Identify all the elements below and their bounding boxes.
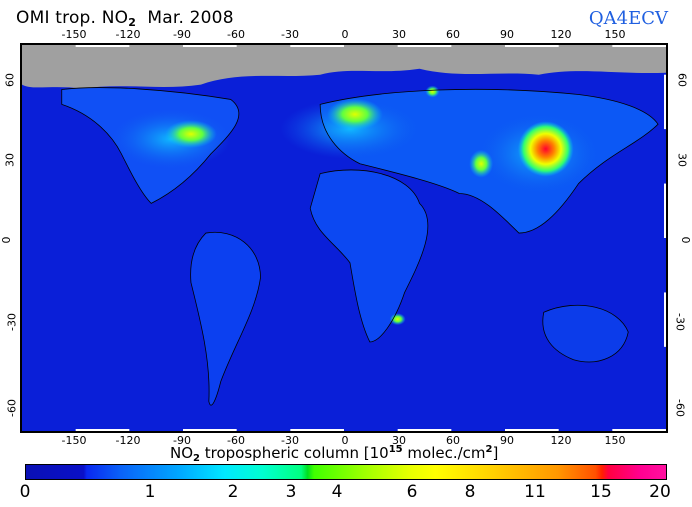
lat-tick: 30 bbox=[675, 153, 689, 167]
colorbar-label: 15 bbox=[590, 482, 612, 502]
caption-superscript: 15 bbox=[388, 444, 403, 455]
map-title: OMI trop. NO2 Mar. 2008 bbox=[16, 8, 234, 29]
lat-tick: 60 bbox=[675, 73, 689, 87]
lon-tick: 150 bbox=[604, 434, 626, 447]
colorbar-label: 4 bbox=[331, 482, 343, 502]
lon-tick: 0 bbox=[341, 434, 349, 447]
lon-tick: 30 bbox=[392, 434, 406, 447]
lon-tick: -90 bbox=[173, 434, 191, 447]
lon-tick: -120 bbox=[115, 434, 141, 447]
colorbar-label: 1 bbox=[144, 482, 156, 502]
lon-tick: 90 bbox=[500, 434, 514, 447]
lat-tick: 60 bbox=[3, 73, 17, 87]
lon-tick: -90 bbox=[173, 28, 191, 41]
caption-units: molec./cm bbox=[402, 444, 486, 462]
lat-tick: 0 bbox=[0, 236, 13, 244]
title-subscript: 2 bbox=[128, 16, 137, 29]
caption-text: NO bbox=[170, 444, 194, 462]
lon-tick: 30 bbox=[392, 28, 406, 41]
colorbar-caption: NO2 tropospheric column [1015 molec./cm2… bbox=[170, 444, 498, 464]
lon-tick: 150 bbox=[604, 28, 626, 41]
caption-text: tropospheric column [10 bbox=[200, 444, 389, 462]
colorbar-label: 2 bbox=[227, 482, 239, 502]
colorbar-label: 20 bbox=[649, 482, 671, 502]
lat-tick: -30 bbox=[5, 313, 19, 331]
lon-tick: 90 bbox=[500, 28, 514, 41]
lon-tick: 60 bbox=[446, 434, 460, 447]
lat-tick: -60 bbox=[5, 399, 19, 417]
colorbar-label: 3 bbox=[285, 482, 297, 502]
colorbar-label: 11 bbox=[524, 482, 546, 502]
colorbar bbox=[25, 464, 667, 480]
lat-tick: 0 bbox=[679, 236, 692, 244]
caption-text: ] bbox=[492, 444, 499, 462]
title-date: Mar. 2008 bbox=[147, 8, 234, 28]
colorbar-label: 6 bbox=[406, 482, 418, 502]
lat-tick: 30 bbox=[3, 153, 17, 167]
world-map-graphic bbox=[22, 45, 666, 431]
title-text: OMI trop. NO bbox=[16, 8, 129, 28]
lon-tick: -120 bbox=[115, 28, 141, 41]
lon-tick: -30 bbox=[281, 434, 299, 447]
lon-tick: -60 bbox=[227, 28, 245, 41]
colorbar-label: 8 bbox=[464, 482, 476, 502]
lat-tick: -60 bbox=[673, 399, 687, 417]
lon-tick: 120 bbox=[550, 28, 572, 41]
caption-subscript: 2 bbox=[193, 453, 200, 464]
lon-tick: -30 bbox=[281, 28, 299, 41]
lon-tick: 60 bbox=[446, 28, 460, 41]
lon-tick: 0 bbox=[341, 28, 349, 41]
no2-map bbox=[20, 43, 668, 433]
brand-label: QA4ECV bbox=[588, 8, 668, 29]
caption-superscript: 2 bbox=[485, 444, 493, 455]
colorbar-label: 0 bbox=[19, 482, 31, 502]
lon-tick: -150 bbox=[61, 434, 87, 447]
lon-tick: -60 bbox=[227, 434, 245, 447]
lon-tick: 120 bbox=[550, 434, 572, 447]
lon-tick: -150 bbox=[61, 28, 87, 41]
lat-tick: -30 bbox=[673, 313, 687, 331]
